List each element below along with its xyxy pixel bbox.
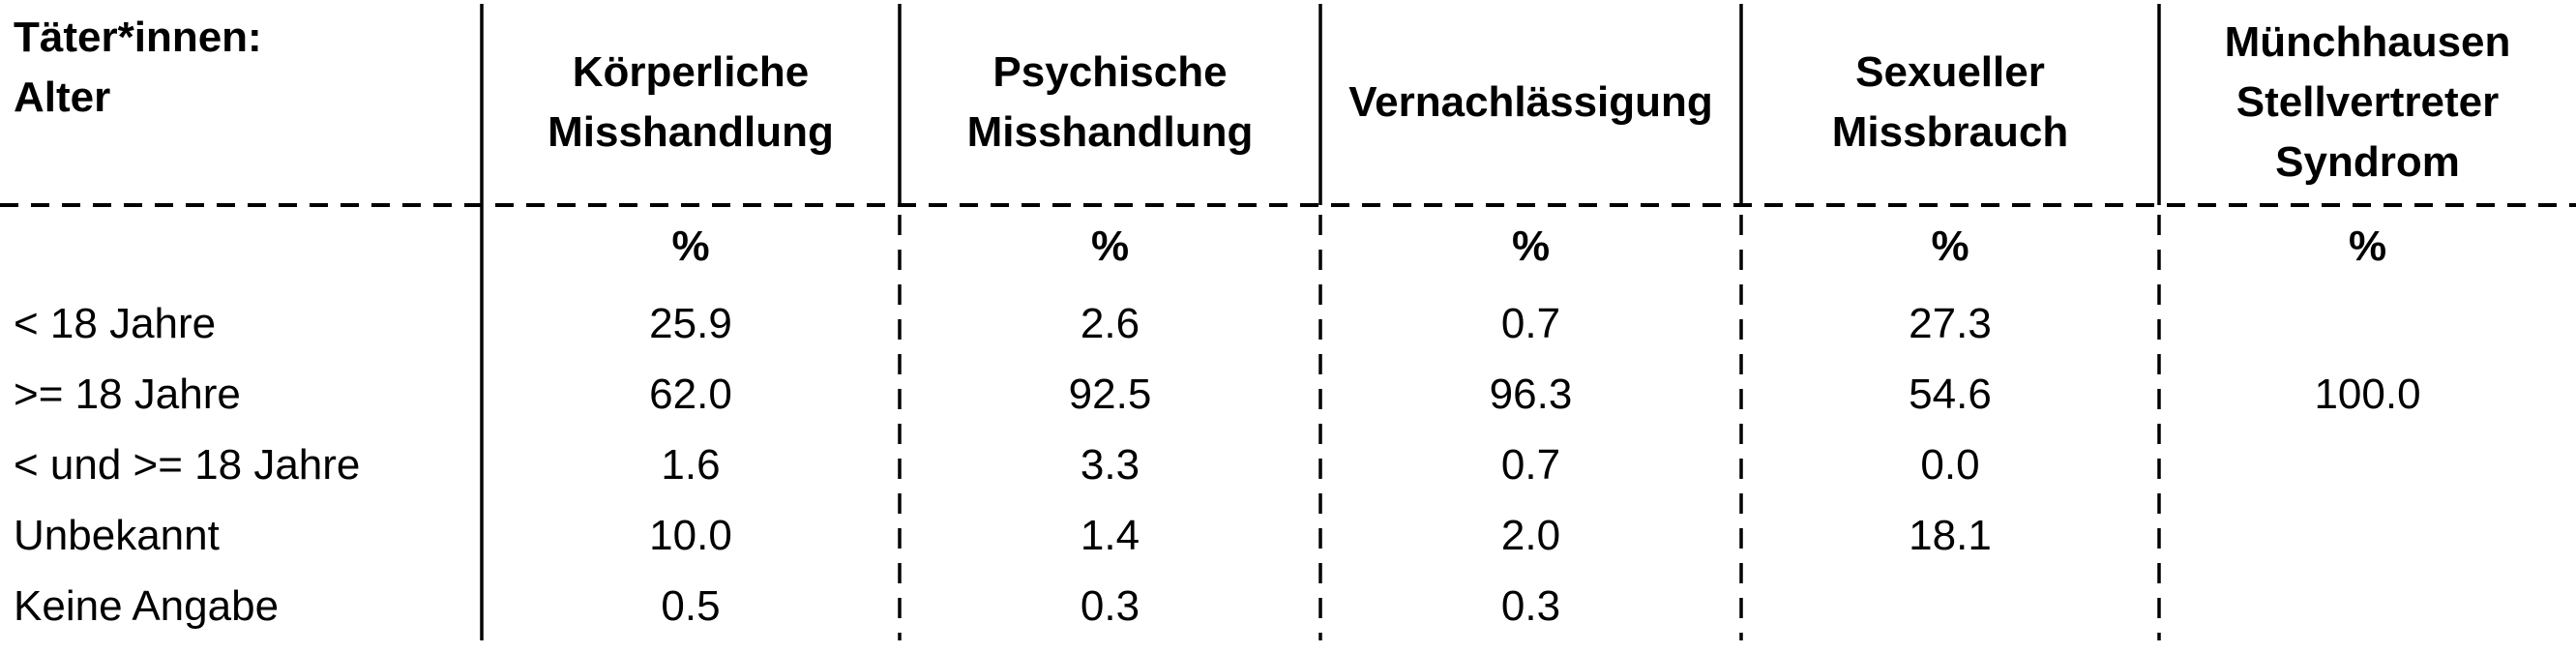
column-header-koerperliche-misshandlung: Körperliche Misshandlung (548, 48, 834, 156)
column-header-sexueller-missbrauch: Sexueller Missbrauch (1831, 48, 2069, 156)
table-cell: 2.0 (1500, 511, 1561, 559)
table-cell: 62.0 (649, 370, 732, 418)
row-label: >= 18 Jahre (14, 370, 241, 418)
table-cell: 18.1 (1909, 511, 1992, 559)
table-cell: 96.3 (1489, 370, 1573, 418)
table-corner-header: Täter*innen: Alter (14, 14, 262, 121)
table-cell: 92.5 (1068, 370, 1152, 418)
table-cell (2159, 571, 2576, 641)
column-header-psychische-misshandlung: Psychische Misshandlung (966, 48, 1254, 156)
table-cell: 2.6 (1080, 299, 1140, 347)
row-label: Unbekannt (14, 511, 220, 559)
table-cell: 3.3 (1080, 440, 1140, 489)
table-cell: 10.0 (649, 511, 732, 559)
table-cell: 1.6 (661, 440, 721, 489)
table-cell (2159, 500, 2576, 571)
unit-cell: % (1090, 223, 1130, 270)
row-label: Keine Angabe (14, 581, 280, 630)
table-cell: 0.3 (1080, 581, 1140, 630)
table-cell: 100.0 (2314, 370, 2421, 418)
row-label: < und >= 18 Jahre (14, 440, 361, 489)
table-cell (2159, 288, 2576, 359)
column-header-vernachlaessigung: Vernachlässigung (1348, 78, 1713, 126)
unit-cell: % (1931, 223, 1969, 270)
table-cell: 0.5 (661, 581, 721, 630)
table-cell: 0.3 (1500, 581, 1561, 630)
table-cell (2159, 430, 2576, 500)
table-cell: 25.9 (649, 299, 732, 347)
row-label: < 18 Jahre (14, 299, 217, 347)
unit-row-label-spacer (0, 205, 482, 288)
table-cell: 0.7 (1500, 299, 1561, 347)
table-cell: 0.0 (1920, 440, 1980, 489)
table-cell: 1.4 (1080, 511, 1140, 559)
unit-cell: % (1511, 223, 1551, 270)
table-cell: 0.7 (1500, 440, 1561, 489)
unit-cell: % (671, 223, 710, 270)
table-cell: 27.3 (1909, 299, 1992, 347)
unit-cell: % (2348, 223, 2387, 270)
table-cell (1741, 571, 2159, 641)
table-cell: 54.6 (1909, 370, 1992, 418)
column-header-muenchhausen-stellvertreter-syndrom: Münchhausen Stellvertreter Syndrom (2224, 18, 2511, 186)
